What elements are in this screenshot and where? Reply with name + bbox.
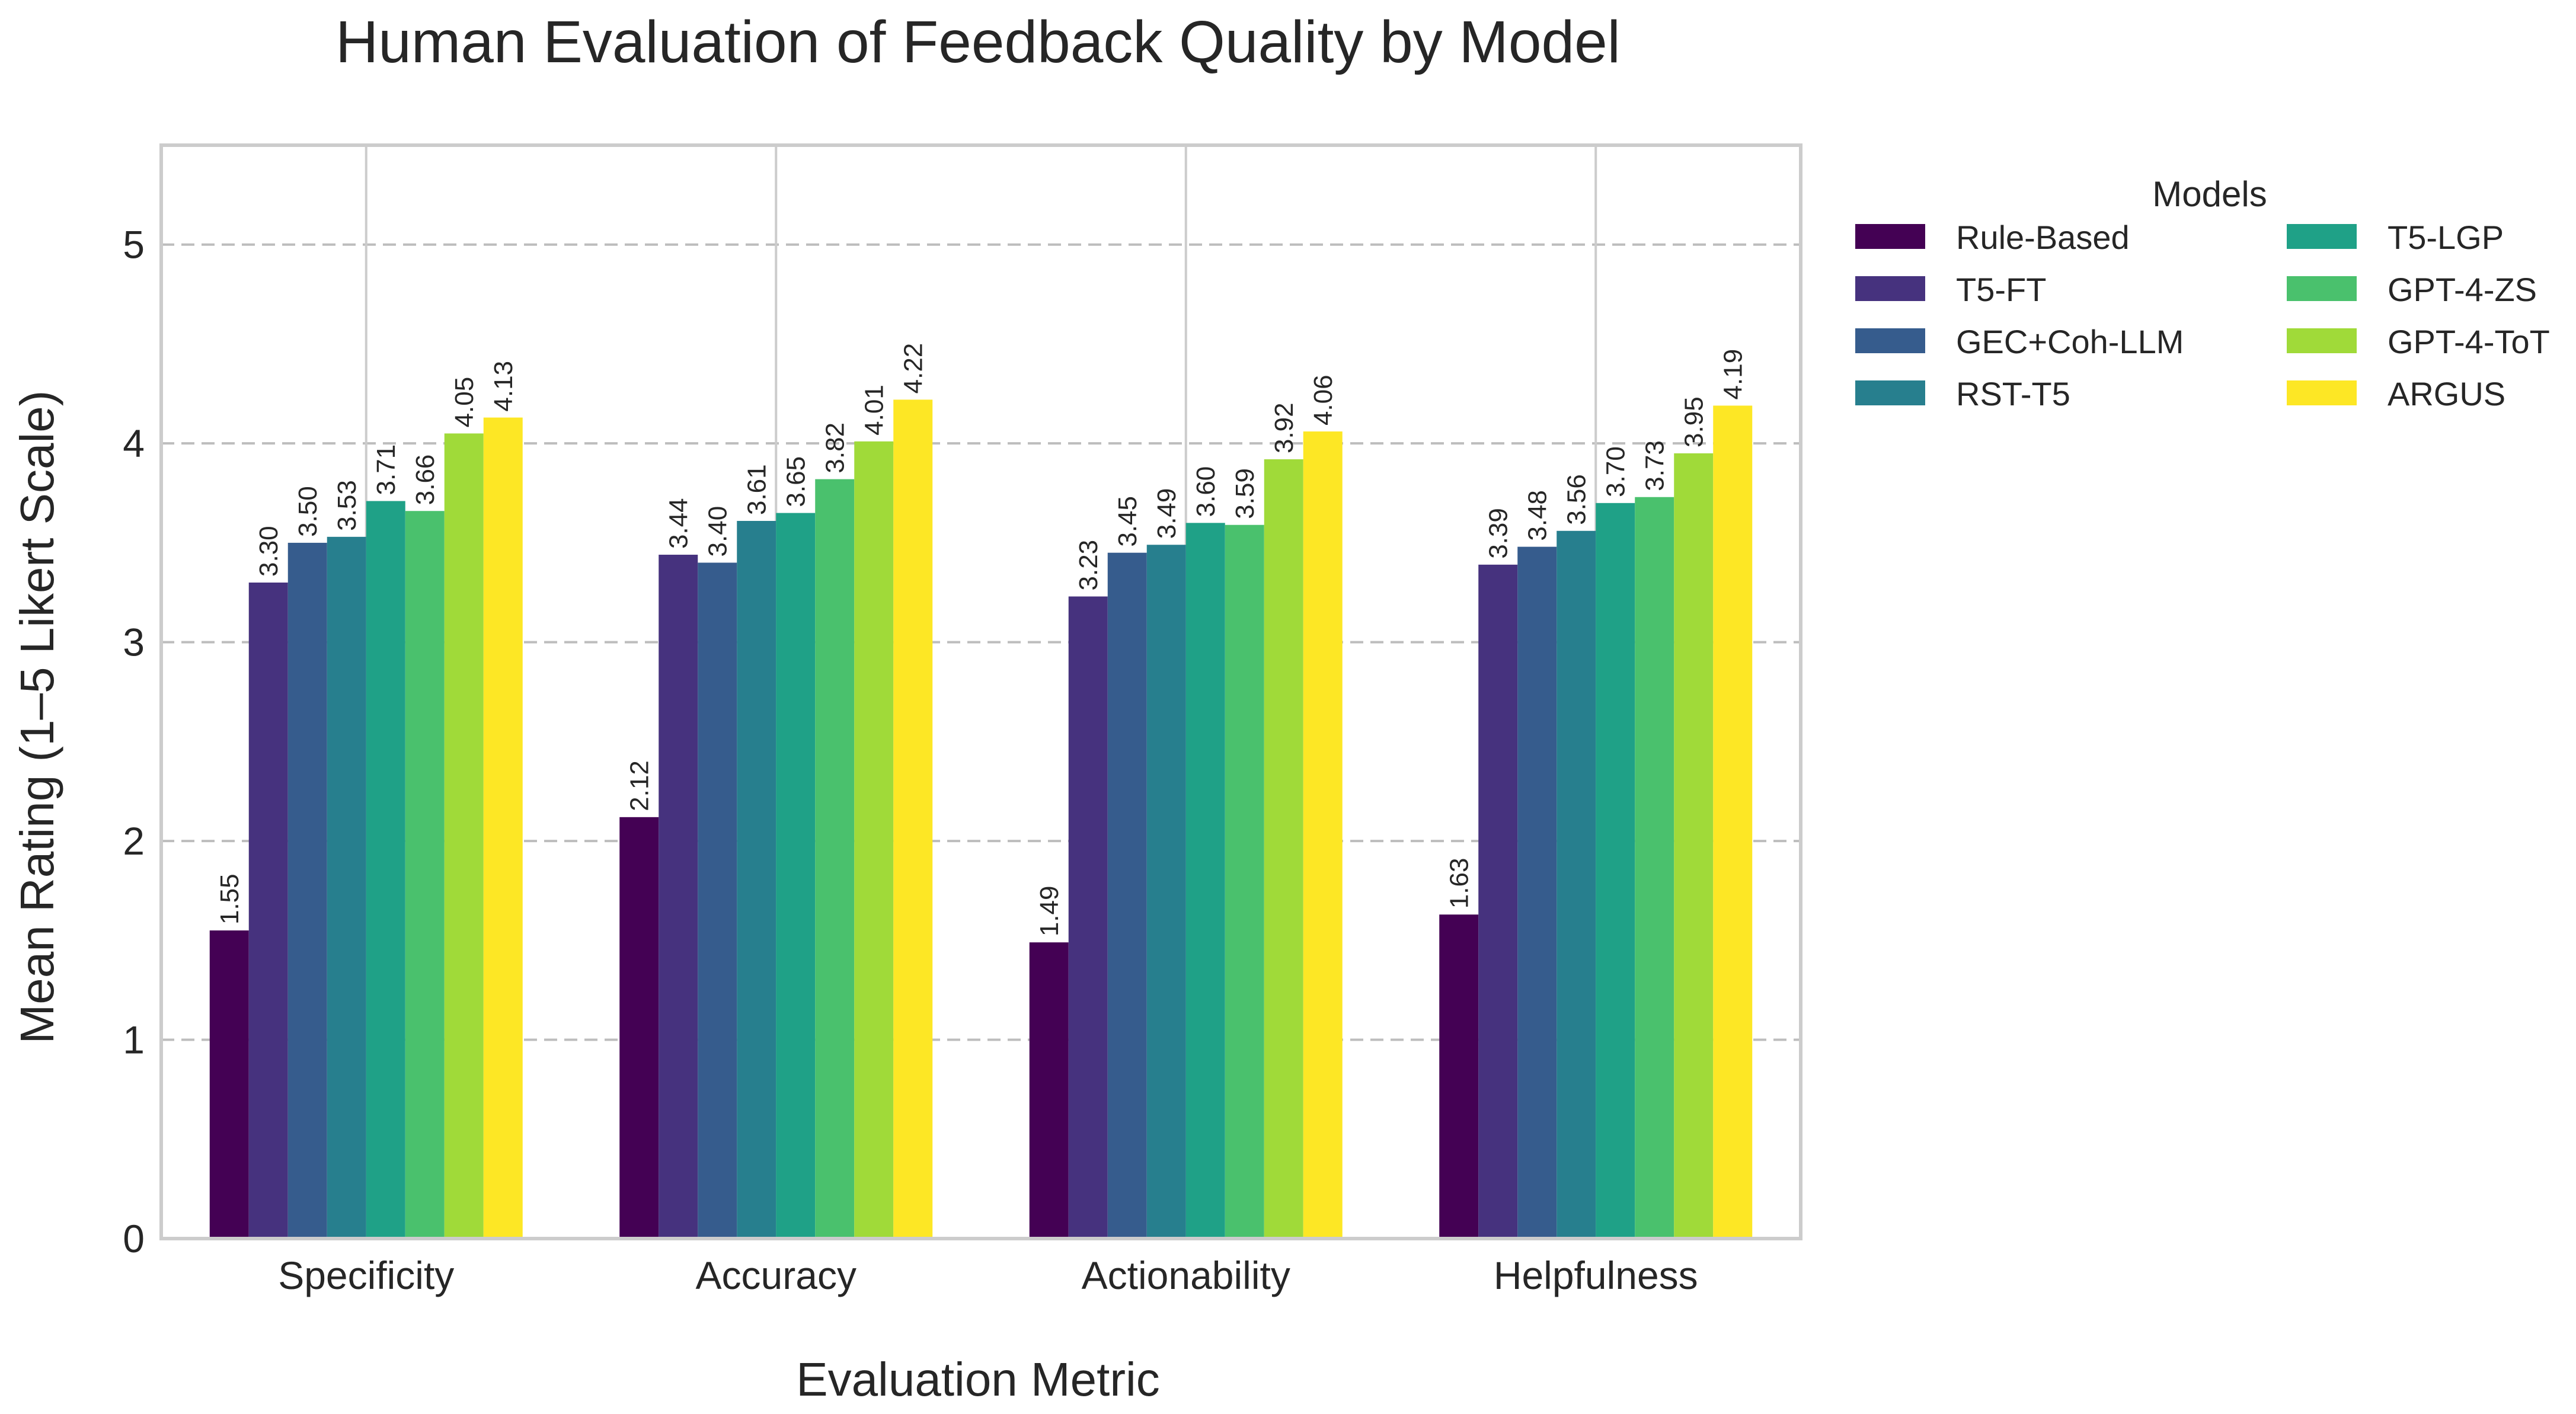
x-tick-label: Accuracy	[696, 1253, 856, 1297]
bar	[854, 441, 894, 1239]
bar	[1225, 524, 1264, 1239]
bar	[1029, 942, 1069, 1239]
bar-value-label: 3.95	[1679, 396, 1708, 447]
bar-value-label: 3.39	[1484, 508, 1513, 559]
legend-entry: GEC+Coh-LLM	[1956, 323, 2184, 360]
legend-entry: ARGUS	[2388, 375, 2505, 412]
legend-title: Models	[2152, 174, 2267, 214]
bar	[1303, 431, 1343, 1239]
bar-value-label: 1.49	[1035, 886, 1064, 937]
bar-value-label: 3.48	[1523, 490, 1552, 541]
legend-swatch	[1855, 276, 1925, 301]
bar-value-label: 3.65	[781, 456, 810, 507]
bar-value-label: 3.82	[820, 423, 849, 474]
legend-swatch	[2287, 224, 2357, 249]
bar	[1146, 545, 1186, 1239]
x-tick-label: Specificity	[278, 1253, 454, 1297]
bar-value-label: 2.12	[625, 760, 654, 811]
y-tick-label: 2	[123, 819, 145, 863]
y-tick-label: 5	[123, 223, 145, 267]
bar	[1517, 546, 1557, 1239]
bar	[698, 562, 737, 1239]
bar	[1557, 530, 1596, 1239]
bar	[893, 399, 933, 1239]
bar-value-label: 3.73	[1640, 440, 1669, 491]
bar	[366, 501, 405, 1239]
bar	[1635, 497, 1674, 1239]
bar	[776, 513, 816, 1239]
bar	[815, 479, 855, 1239]
bar-value-label: 4.06	[1309, 375, 1338, 426]
bar-value-label: 1.63	[1444, 858, 1474, 909]
x-tick-label: Actionability	[1082, 1253, 1290, 1297]
bar-value-label: 4.13	[489, 361, 518, 412]
bar-value-label: 3.49	[1152, 488, 1181, 539]
bar-value-label: 4.05	[450, 377, 479, 428]
bar-value-label: 3.40	[703, 506, 732, 557]
x-axis-label: Evaluation Metric	[796, 1353, 1160, 1406]
bar	[287, 542, 327, 1239]
bar-value-label: 3.61	[742, 464, 771, 515]
bar-value-label: 3.66	[411, 455, 440, 506]
bar-value-label: 3.59	[1231, 468, 1260, 519]
bar	[444, 433, 484, 1239]
bar-value-label: 4.01	[859, 385, 889, 436]
y-tick-label: 3	[123, 620, 145, 664]
legend-swatch	[2287, 380, 2357, 405]
bar-value-label: 3.60	[1191, 466, 1220, 517]
bar	[248, 583, 288, 1239]
bar	[405, 511, 445, 1239]
x-tick-label: Helpfulness	[1494, 1253, 1698, 1297]
bar	[659, 555, 698, 1239]
plot-area: 0 1 2 3 4 5 1.55 2.12 1.49 1.63 3.30 3.44 3.23 3.39 3.…	[123, 143, 1802, 1297]
bar-value-label: 3.30	[254, 526, 283, 577]
bar-value-label: 3.50	[293, 486, 322, 537]
bar	[737, 521, 776, 1239]
bar-value-label: 3.53	[333, 480, 362, 531]
y-axis-label: Mean Rating (1–5 Likert Scale)	[11, 391, 63, 1044]
bar	[1674, 453, 1714, 1239]
legend-swatch	[2287, 276, 2357, 301]
bar	[209, 930, 249, 1239]
legend-swatch	[1855, 328, 1925, 353]
bar-value-label: 4.19	[1718, 349, 1747, 400]
bar-value-label: 1.55	[215, 874, 244, 924]
plot-frame	[159, 143, 1802, 1240]
y-tick-label: 0	[123, 1217, 145, 1261]
bar	[483, 417, 523, 1239]
bar	[1713, 405, 1753, 1239]
bar-value-label: 4.22	[899, 343, 928, 394]
legend-entry: T5-LGP	[2388, 219, 2504, 256]
bar-value-label: 3.23	[1074, 540, 1103, 591]
chart-title: Human Evaluation of Feedback Quality by …	[335, 9, 1621, 75]
bar	[1185, 523, 1225, 1239]
bar	[619, 817, 659, 1239]
bar	[1068, 596, 1108, 1239]
y-tick-label: 1	[123, 1018, 145, 1062]
legend-entry: T5-FT	[1956, 271, 2046, 308]
legend-entry: GPT-4-ZS	[2388, 271, 2537, 308]
bar	[1596, 503, 1635, 1239]
bar-value-label: 3.71	[372, 444, 401, 495]
y-tick-label: 4	[123, 421, 145, 465]
legend-swatch	[1855, 224, 1925, 249]
bar	[1264, 459, 1303, 1239]
bar-value-label: 3.70	[1601, 446, 1630, 497]
bar-value-label: 3.92	[1270, 402, 1299, 453]
legend-entry: GPT-4-ToT	[2388, 323, 2550, 360]
legend: Models Rule-Based T5-FT GEC+Coh-LLM RST-T5 T…	[1855, 174, 2550, 412]
bar-value-label: 3.44	[664, 498, 693, 549]
bar	[327, 536, 366, 1239]
legend-entry: Rule-Based	[1956, 219, 2130, 256]
legend-swatch	[2287, 328, 2357, 353]
legend-entry: RST-T5	[1956, 375, 2070, 412]
bar	[1439, 914, 1479, 1239]
bar	[1107, 552, 1147, 1239]
bar-value-label: 3.45	[1113, 496, 1142, 547]
bar-value-label: 3.56	[1562, 474, 1591, 525]
legend-swatch	[1855, 380, 1925, 405]
bar	[1478, 564, 1518, 1239]
